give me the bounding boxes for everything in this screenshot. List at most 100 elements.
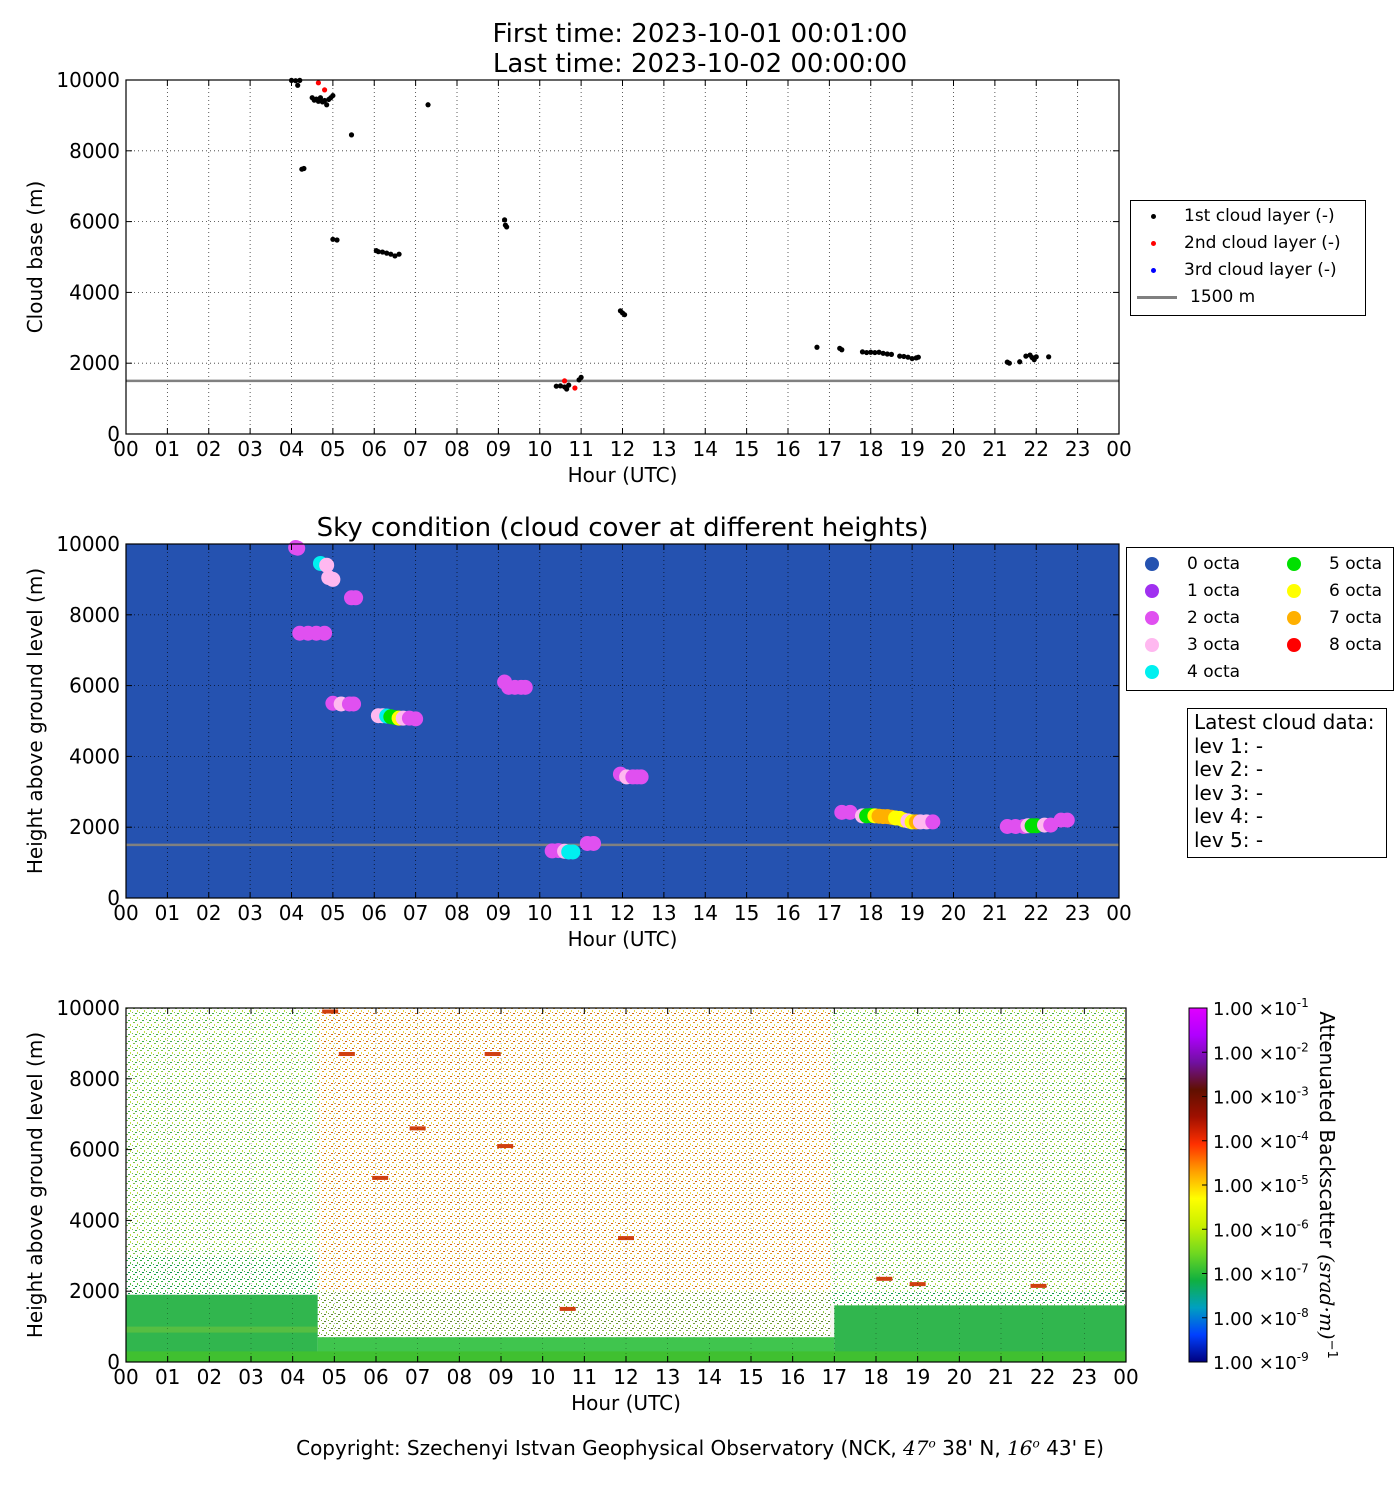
colorbar-tick-exponent: -1: [1297, 996, 1309, 1010]
cloud-base-point: [334, 237, 340, 243]
x-tick-label: 19: [905, 1365, 930, 1389]
x-tick-label: 18: [858, 901, 883, 925]
octa-legend-label: 5 octa: [1329, 554, 1383, 574]
octa-legend-marker: [1145, 557, 1159, 571]
colorbar-tick-label: 1.00 ×10-9: [1213, 1350, 1309, 1374]
x-tick-label: 23: [1065, 437, 1090, 461]
x-tick-label: 21: [988, 1365, 1013, 1389]
sky-condition-point: [1059, 812, 1075, 828]
latest-lev-4: lev 4: -: [1194, 804, 1264, 828]
x-tick-label: 09: [486, 901, 511, 925]
octa-legend-item: 6 octa: [1287, 581, 1382, 601]
octa-legend-marker: [1145, 665, 1159, 679]
lon-degree-symbol: o: [1032, 1436, 1040, 1451]
x-axis-label: Hour (UTC): [568, 463, 678, 487]
cloud-base-point: [839, 347, 845, 353]
backscatter-transition-mid: [317, 1291, 831, 1338]
octa-legend-item: 1 octa: [1145, 581, 1240, 601]
sky-condition-point: [348, 590, 364, 606]
cloud-base-point: [1033, 354, 1039, 360]
x-tick-label: 04: [280, 1365, 305, 1389]
cloud-base-point: [814, 344, 820, 350]
cloud-base-point: [557, 383, 564, 389]
backscatter-noise-right: [830, 1008, 1126, 1292]
cloud-base-point: [1017, 359, 1023, 365]
legend-label-ref: 1500 m: [1190, 287, 1256, 307]
cloud-base-point: [578, 374, 584, 380]
colorbar-label: Attenuated Backscatter (srad·m)−1: [1315, 1011, 1339, 1359]
sky-condition-point: [633, 769, 649, 785]
x-tick-label: 06: [362, 901, 387, 925]
x-tick-label: 16: [775, 901, 800, 925]
colorbar-tick-exponent: -7: [1297, 1262, 1309, 1276]
colorbar-tick-label: 1.00 ×10-2: [1213, 1040, 1309, 1064]
x-tick-label: 14: [693, 437, 718, 461]
legend-line-marker: [1137, 295, 1177, 299]
cloud-base-point: [572, 385, 578, 391]
y-tick-label: 0: [107, 886, 120, 910]
x-tick-label: 17: [822, 1365, 847, 1389]
cloud-base-point: [425, 102, 431, 108]
octa-legend-item: 5 octa: [1287, 554, 1382, 574]
legend-label-2nd: 2nd cloud layer (-): [1184, 233, 1341, 253]
x-tick-label: 23: [1065, 901, 1090, 925]
cloud-base-point: [872, 349, 878, 356]
x-axis-label: Hour (UTC): [568, 927, 678, 951]
legend-marker-3rd: [1151, 267, 1156, 273]
octa-legend-label: 3 octa: [1187, 635, 1241, 655]
x-tick-label: 03: [237, 901, 262, 925]
latest-cloud-title: Latest cloud data:: [1194, 710, 1375, 734]
colorbar-tick-exponent: -9: [1297, 1350, 1309, 1364]
cloud-base-point: [1046, 354, 1052, 360]
sky-condition-point: [842, 804, 858, 820]
x-tick-label: 05: [320, 901, 345, 925]
x-tick-label: 19: [899, 901, 924, 925]
cloud-base-point: [868, 349, 874, 355]
cloud-base-point: [330, 236, 336, 242]
x-tick-label: 11: [568, 437, 593, 461]
x-tick-label: 03: [238, 1365, 263, 1389]
y-tick-label: 0: [107, 1350, 120, 1374]
y-tick-label: 8000: [69, 139, 120, 163]
cloud-base-point: [621, 312, 628, 318]
sky-condition-point: [408, 711, 424, 727]
sky-condition-point: [925, 814, 941, 830]
y-tick-label: 8000: [69, 603, 120, 627]
cloud-base-point: [322, 97, 328, 104]
x-tick-label: 00: [1106, 437, 1131, 461]
cloud-base-point: [859, 349, 866, 355]
x-tick-label: 20: [941, 901, 966, 925]
sky-condition-point: [346, 696, 362, 712]
octa-legend: 0 octa 1 octa 2 octa 3 octa 4 octa 5 octa 6 oc…: [1126, 547, 1394, 691]
colorbar-tick-label: 1.00 ×10-4: [1213, 1129, 1309, 1153]
x-tick-label: 04: [279, 437, 304, 461]
colorbar-tick-mantissa: 1.00 ×10: [1213, 1043, 1297, 1064]
latest-lev-2: lev 2: -: [1194, 757, 1264, 781]
cloud-base-point: [388, 251, 394, 257]
x-tick-label: 02: [196, 901, 221, 925]
cloud-base-point: [330, 92, 336, 99]
cloud-base-point: [504, 224, 510, 230]
y-axis-label: Height above ground level (m): [23, 568, 47, 874]
octa-legend-marker: [1145, 584, 1159, 598]
sky-condition-point: [317, 625, 333, 641]
legend-3rd-layer: 3rd cloud layer (-): [1151, 260, 1337, 280]
x-tick-label: 02: [197, 1365, 222, 1389]
cloud-base-point: [884, 351, 890, 357]
colorbar-tick-exponent: -3: [1297, 1085, 1309, 1099]
x-tick-label: 15: [734, 901, 759, 925]
colorbar-tick-exponent: -8: [1297, 1306, 1309, 1320]
cloud-base-chart: 00 01 02 03 04 05 06 07 08 09 10 11 12 13 14 15 16 17 18 19…: [23, 68, 1132, 487]
legend-marker-1st: [1151, 213, 1156, 219]
y-tick-label: 2000: [69, 815, 120, 839]
x-tick-label: 13: [655, 1365, 680, 1389]
colorbar-tick-mantissa: 1.00 ×10: [1213, 1132, 1297, 1153]
colorbar-tick-mantissa: 1.00 ×10: [1213, 999, 1297, 1020]
y-tick-label: 8000: [69, 1067, 120, 1091]
cloud-base-point: [392, 253, 398, 259]
x-tick-label: 01: [155, 1365, 180, 1389]
cloud-backscatter-mark: [559, 1306, 576, 1311]
colorbar-tick-exponent: -4: [1297, 1129, 1309, 1143]
cloud-backscatter-mark: [909, 1282, 926, 1287]
cloud-base-point: [1023, 353, 1029, 359]
